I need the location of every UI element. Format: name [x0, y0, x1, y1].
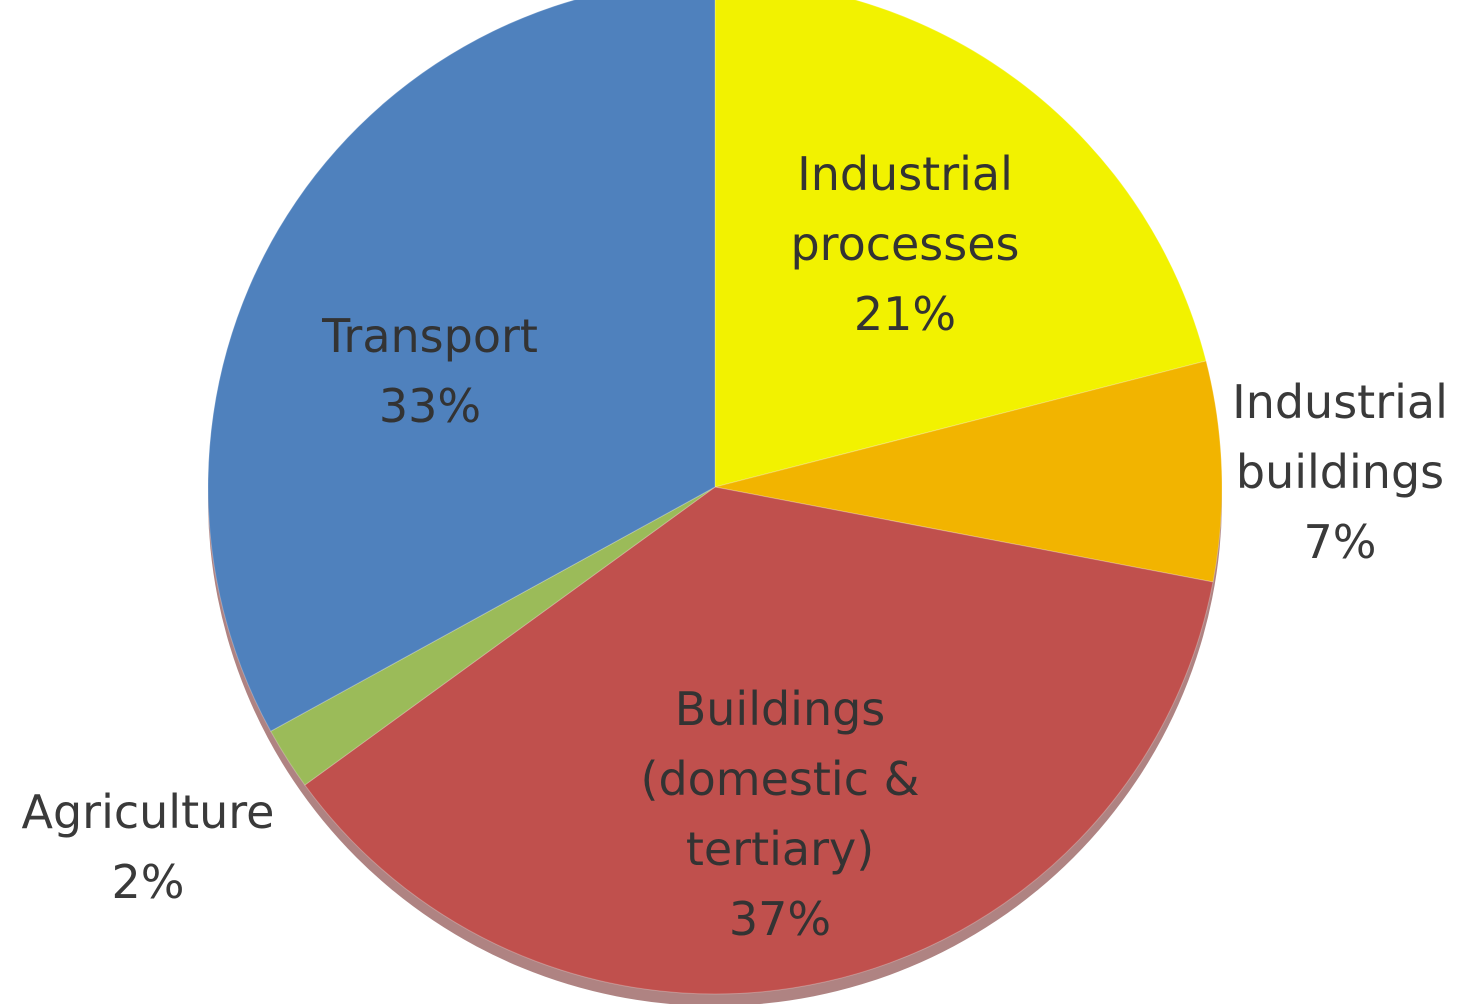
slice-label-line: 21% — [854, 287, 956, 341]
slice-label-line: 37% — [729, 892, 831, 946]
pie-labels: Industrial processes 21% Industrial building… — [22, 147, 1448, 946]
pie-slice-buildings-domestic-tertiary — [304, 486, 1214, 995]
slice-label-line: buildings — [1236, 445, 1444, 499]
slice-label-industrial-buildings: Industrial buildings 7% — [1232, 375, 1448, 569]
pie-slice-industrial-buildings — [714, 360, 1223, 583]
slice-label-line: 7% — [1304, 515, 1377, 569]
slice-label-line: tertiary) — [686, 822, 874, 876]
slice-label-line: Buildings — [675, 682, 886, 736]
slice-label-line: Industrial — [1232, 375, 1448, 429]
pie-slices — [207, 0, 1223, 995]
slice-label-line: Agriculture — [22, 785, 275, 839]
slice-label-line: (domestic & — [641, 752, 920, 806]
slice-label-line: processes — [790, 217, 1019, 271]
pie-slice-transport — [207, 0, 716, 732]
pie-slice-industrial-processes — [714, 0, 1207, 488]
slice-label-agriculture: Agriculture 2% — [22, 785, 275, 909]
slice-label-transport: Transport 33% — [321, 309, 538, 433]
slice-label-line: 2% — [112, 855, 185, 909]
pie-slice-agriculture — [270, 486, 716, 786]
slice-label-buildings-domestic-tertiary: Buildings (domestic & tertiary) 37% — [641, 682, 920, 946]
slice-label-line: Transport — [321, 309, 538, 363]
slice-label-line: 33% — [379, 379, 481, 433]
slice-label-line: Industrial — [797, 147, 1013, 201]
slice-label-industrial-processes: Industrial processes 21% — [790, 147, 1019, 341]
